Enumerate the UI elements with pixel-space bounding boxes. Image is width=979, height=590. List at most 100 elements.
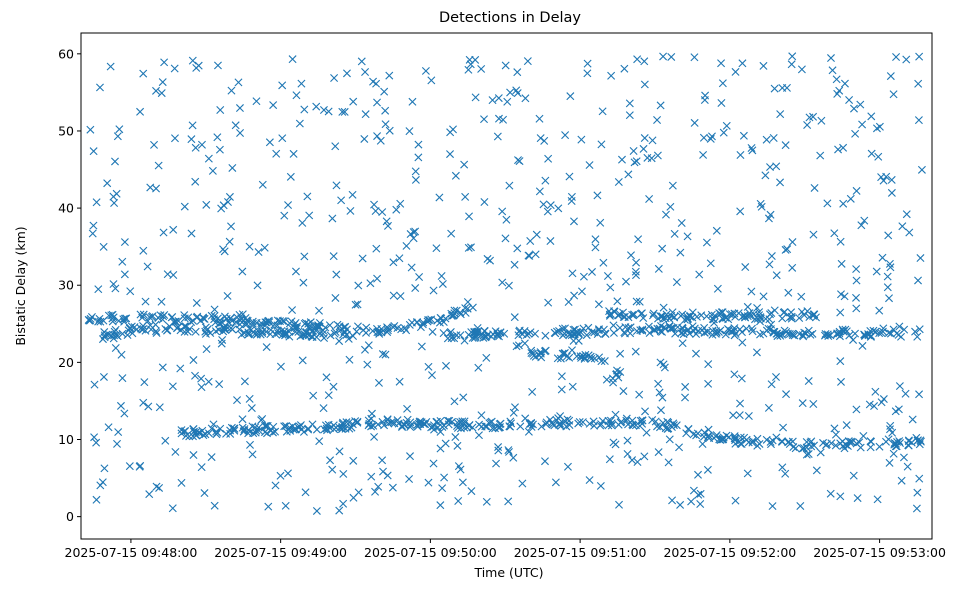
data-point	[263, 421, 272, 430]
data-point	[219, 201, 228, 210]
data-point	[823, 330, 832, 339]
data-point	[436, 416, 445, 425]
data-point	[277, 326, 286, 335]
data-point	[589, 417, 598, 426]
data-point	[345, 424, 354, 433]
data-point	[411, 167, 420, 176]
data-point	[168, 504, 177, 513]
data-point	[810, 183, 819, 192]
data-point	[361, 67, 370, 76]
data-point	[369, 77, 378, 86]
data-point	[289, 425, 298, 434]
data-point	[126, 287, 135, 296]
data-point	[614, 420, 623, 429]
data-point	[456, 417, 465, 426]
data-point	[247, 404, 256, 413]
data-point	[204, 377, 213, 386]
data-point	[716, 326, 725, 335]
data-point	[886, 425, 894, 434]
data-point	[215, 145, 224, 154]
data-point	[689, 486, 698, 495]
data-point	[867, 437, 876, 446]
data-point	[405, 320, 414, 329]
data-point	[111, 325, 120, 334]
data-point	[344, 334, 353, 343]
data-point	[816, 448, 825, 457]
data-point	[498, 207, 507, 216]
data-point	[363, 360, 372, 369]
data-point	[692, 312, 701, 321]
data-point	[458, 478, 467, 487]
data-point	[781, 245, 790, 254]
data-point	[169, 270, 178, 279]
data-point	[382, 217, 391, 226]
data-point	[782, 390, 791, 399]
data-point	[826, 54, 835, 63]
data-point	[719, 128, 728, 137]
data-point	[858, 341, 867, 350]
data-point	[576, 352, 585, 361]
data-point	[640, 452, 649, 461]
data-point	[292, 425, 301, 434]
data-point	[223, 291, 232, 300]
data-point	[884, 435, 893, 444]
data-point	[213, 133, 222, 142]
data-point	[312, 425, 321, 434]
data-point	[695, 270, 704, 279]
data-point	[768, 502, 777, 511]
data-point	[899, 453, 908, 462]
data-point	[563, 462, 572, 471]
data-point	[915, 440, 924, 449]
data-point	[349, 97, 358, 106]
data-point	[354, 281, 363, 290]
data-point	[446, 150, 455, 159]
data-point	[111, 344, 120, 352]
data-point	[370, 432, 379, 441]
data-point	[668, 496, 677, 505]
data-point	[837, 259, 846, 268]
data-point	[197, 463, 206, 472]
data-point	[202, 200, 211, 209]
data-point	[248, 422, 257, 431]
data-point	[92, 438, 101, 447]
data-point	[800, 311, 809, 320]
data-point	[598, 107, 607, 116]
data-point	[256, 321, 265, 330]
data-point	[607, 419, 616, 428]
data-point	[703, 433, 712, 442]
data-point	[180, 314, 189, 323]
data-point	[119, 315, 128, 324]
data-point	[639, 314, 648, 323]
data-point	[524, 427, 533, 436]
data-point	[312, 506, 321, 515]
data-point	[402, 418, 411, 427]
data-point	[335, 506, 344, 515]
data-point	[86, 125, 95, 134]
data-point	[856, 100, 865, 109]
data-point	[351, 417, 360, 426]
data-point	[111, 157, 119, 166]
data-point	[335, 337, 344, 346]
data-point	[600, 357, 609, 366]
data-point	[118, 257, 127, 266]
data-point	[152, 482, 161, 491]
data-point	[140, 378, 149, 387]
data-point	[338, 424, 347, 433]
data-point	[546, 201, 555, 210]
data-point	[213, 428, 222, 437]
data-point	[627, 251, 635, 260]
data-point	[651, 417, 660, 426]
data-point	[92, 198, 101, 207]
data-point	[709, 315, 718, 324]
data-point	[498, 278, 507, 287]
data-point	[154, 313, 163, 322]
data-point	[708, 326, 717, 335]
data-point	[619, 313, 628, 322]
data-point	[888, 428, 897, 437]
data-point	[332, 270, 341, 279]
data-point	[414, 153, 423, 162]
data-point	[574, 419, 583, 428]
data-point	[628, 310, 637, 319]
data-point	[189, 451, 198, 460]
data-point	[480, 115, 489, 124]
